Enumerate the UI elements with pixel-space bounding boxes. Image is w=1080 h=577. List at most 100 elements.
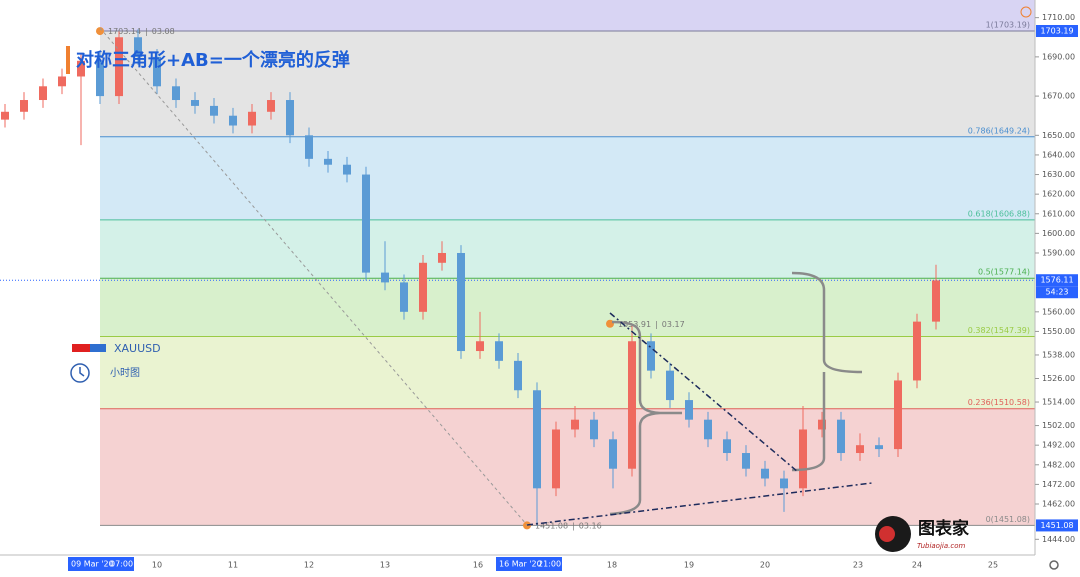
- candle-body: [514, 360, 522, 391]
- candle-body: [362, 174, 370, 273]
- bracket-b: [791, 271, 863, 472]
- x-tick-label: 16: [473, 561, 483, 570]
- y-tick-label: 1610.00: [1042, 209, 1075, 218]
- y-tick-label: 1590.00: [1042, 248, 1075, 257]
- logo-icon: [879, 526, 895, 542]
- candle-body: [324, 158, 332, 165]
- pivot-value: 1553.91: [618, 319, 651, 328]
- candle-body: [780, 478, 788, 489]
- fib-label: 0.618(1606.88): [968, 209, 1030, 218]
- alert-icon[interactable]: [1020, 6, 1032, 18]
- candle-body: [267, 100, 275, 112]
- x-tick-label: 13: [380, 561, 390, 570]
- candle-body: [647, 341, 655, 371]
- chart-title: 对称三角形+AB=一个漂亮的反弹: [76, 49, 350, 71]
- candle-body: [552, 429, 560, 489]
- y-tick-label: 1550.00: [1042, 327, 1075, 336]
- pivot-date: 03.17: [662, 319, 685, 328]
- candle-body: [77, 60, 85, 77]
- candle-body: [457, 252, 465, 352]
- candle-body: [248, 111, 256, 126]
- candle-body: [438, 252, 446, 263]
- candle-body: [476, 341, 484, 352]
- fib-zone: [100, 278, 1035, 337]
- price-tag-label: 1451.08: [1040, 521, 1073, 530]
- x-tick-label: 24: [912, 561, 922, 570]
- candle-body: [20, 100, 28, 112]
- x-tick-label: 23: [853, 561, 863, 570]
- candle-body: [191, 100, 199, 106]
- pivot-value: 1703.14: [108, 27, 141, 36]
- candle-body: [856, 445, 864, 454]
- x-marker-date: 16 Mar '20: [499, 560, 542, 569]
- pivot-label: 1553.91 | 03.17: [618, 319, 685, 328]
- y-tick-label: 1650.00: [1042, 131, 1075, 140]
- candle-body: [229, 115, 237, 126]
- x-tick-label: 20: [760, 561, 770, 570]
- countdown: 54:23: [1045, 288, 1068, 297]
- x-tick-label: 10: [152, 561, 162, 570]
- fib-label: 0(1451.08): [986, 515, 1030, 524]
- title-marker: [66, 46, 70, 74]
- candle-body: [286, 100, 294, 136]
- bracket-a: [609, 320, 682, 516]
- logo-name: 图表家: [918, 518, 969, 539]
- candle-body: [932, 280, 940, 322]
- symbol: XAUUSD: [114, 342, 161, 355]
- pivot-point: [523, 521, 531, 530]
- candle-body: [115, 37, 123, 97]
- fib-zone: [100, 336, 1035, 409]
- candle-body: [571, 419, 579, 430]
- settings-icon[interactable]: [1049, 560, 1059, 570]
- price-tag: [1036, 274, 1078, 287]
- pivot-point: [96, 27, 104, 36]
- candle-body: [419, 262, 427, 312]
- candle-body: [742, 453, 750, 469]
- separator: |: [572, 521, 575, 530]
- candle-body: [609, 439, 617, 469]
- fib-label: 0.382(1547.39): [968, 326, 1030, 335]
- x-tick-label: 25: [988, 561, 998, 570]
- price-tag: [1036, 25, 1078, 38]
- current-price-label: 1576.11: [1040, 276, 1073, 285]
- candle-body: [153, 56, 161, 87]
- y-tick-label: 1560.00: [1042, 307, 1075, 316]
- price-tag: [1036, 286, 1078, 299]
- candle-body: [172, 86, 180, 101]
- candle-body: [343, 164, 351, 175]
- candle-body: [894, 380, 902, 450]
- candle-body: [305, 135, 313, 159]
- fib-label: 1(1703.19): [986, 21, 1030, 30]
- price-tag: [1036, 519, 1078, 532]
- x-marker-date: 09 Mar '20: [71, 560, 114, 569]
- y-tick-label: 1502.00: [1042, 421, 1075, 430]
- triangle-lower: [526, 482, 873, 526]
- fib-label: 0.786(1649.24): [968, 126, 1030, 135]
- x-tick-label: 11: [228, 561, 238, 570]
- candle-body: [381, 272, 389, 283]
- y-tick-label: 1538.00: [1042, 350, 1075, 359]
- clock-icon: [70, 363, 90, 383]
- fib-zone: [100, 219, 1035, 279]
- y-tick-label: 1462.00: [1042, 500, 1075, 509]
- candle-body: [685, 400, 693, 420]
- ab-line: [99, 27, 528, 526]
- candle-body: [913, 321, 921, 381]
- candle-body: [666, 370, 674, 401]
- pivot-date: 03.08: [152, 27, 175, 36]
- y-tick-label: 1492.00: [1042, 441, 1075, 450]
- candle-body: [837, 419, 845, 454]
- y-tick-label: 1620.00: [1042, 190, 1075, 199]
- candle-body: [799, 429, 807, 489]
- x-marker: [496, 557, 562, 571]
- candle-body: [134, 37, 142, 57]
- pivot-label: 1703.14 | 03.08: [108, 27, 175, 36]
- candle-body: [723, 439, 731, 454]
- y-tick-label: 1600.00: [1042, 229, 1075, 238]
- y-tick-label: 1640.00: [1042, 150, 1075, 159]
- candle-body: [628, 341, 636, 469]
- clock-hands: [79, 367, 85, 377]
- candle-body: [875, 445, 883, 450]
- fib-zone: [100, 31, 1035, 137]
